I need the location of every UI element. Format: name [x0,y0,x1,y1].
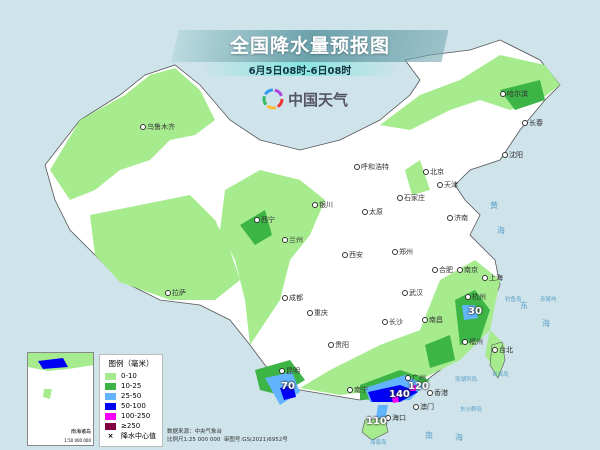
city-label: 成都 [282,293,303,303]
legend-item: 0-10 [105,371,157,381]
inset-title: 南海诸岛 [70,429,91,435]
rain-0-10 [50,55,560,395]
city-label: 香港 [427,388,448,398]
legend-label: 0-10 [121,372,137,380]
city-label: 昆明 [279,366,300,376]
legend-title: 图例（毫米） [108,359,154,368]
legend-swatch [105,412,116,420]
map-scale: 比例尺1:25 000 000 [167,437,221,443]
legend-swatch [105,382,116,390]
map-time-range: 6月5日08时-6日08时 [248,66,352,77]
rain-center-value: 140 [389,389,410,400]
rain-center-value: 120 [408,381,429,392]
data-source: 数据来源：中央气象台 [167,429,223,435]
sea-label: 澎湖列岛 [455,377,478,383]
city-label: 石家庄 [397,193,425,203]
city-label: 武汉 [402,288,423,298]
city-label: 重庆 [307,308,328,318]
city-label: 太原 [362,207,383,217]
sea-label: 海 [497,226,505,235]
sea-label: 南 [425,431,433,440]
city-label: 澳门 [413,402,434,412]
rain-center-value: 110 [366,416,387,427]
city-label: 长沙 [382,317,403,327]
subtitle-banner [200,62,400,76]
sea-label: 海 [542,319,550,328]
rain-center-value: 30 [468,306,482,317]
legend-label: ≥250 [121,422,141,430]
legend-label: 降水中心值 [121,432,156,440]
legend-swatch [105,422,116,430]
sea-label: 钓鱼岛 [505,297,522,303]
city-label: 呼和浩特 [354,162,389,172]
city-label: 天津 [437,180,458,190]
inset-map [28,353,93,399]
south-china-sea-inset: 南海诸岛 1:50 000 000 [27,352,94,446]
sea-label: 东沙群岛 [460,407,483,413]
hainan-island [361,417,389,441]
city-label: 沈阳 [502,150,523,160]
rain-50-100 [280,385,418,432]
legend-swatch [105,372,116,380]
city-label: 南昌 [422,315,443,325]
swirl-logo-icon [262,88,284,110]
city-label: 西宁 [254,215,275,225]
city-label: 南宁 [347,385,368,395]
legend-label: 100-250 [121,412,151,420]
city-label: 拉萨 [165,288,186,298]
inset-scale: 1:50 000 000 [64,438,91,443]
legend-swatch [105,392,116,400]
legend-swatch [105,402,116,410]
legend-item: ≥250 [105,421,157,431]
city-label: 银川 [312,200,333,210]
city-label: 兰州 [282,235,303,245]
city-label: 南京 [457,265,478,275]
city-label: 济南 [447,213,468,223]
legend-label: 50-100 [121,402,146,410]
city-label: 杭州 [465,292,486,302]
legend-label: 10-25 [121,382,142,390]
legend: 图例（毫米） 0-10 10-25 25-50 50-100 100-250 ≥250 ×… [99,354,163,447]
legend-item: 50-100 [105,401,157,411]
x-mark-icon: × [107,432,114,440]
city-label: 台北 [492,345,513,355]
legend-item: 10-25 [105,381,157,391]
footer-info: 数据来源：中央气象台 比例尺1:25 000 000 审图号:GS(2021)6… [167,427,288,443]
legend-item-center: × 降水中心值 [105,431,157,441]
china-weather-logo: 中国天气 [262,88,348,110]
city-label: 哈尔滨 [500,89,528,99]
logo-text: 中国天气 [288,90,349,109]
sea-label: 赤尾屿 [540,297,557,303]
city-label: 北京 [423,167,444,177]
legend-item: 100-250 [105,411,157,421]
map-title: 全国降水量预报图 [229,35,390,57]
approval-number: 审图号:GS(2021)6952号 [223,437,288,443]
city-label: 海口 [385,413,406,423]
legend-label: 25-50 [121,392,142,400]
city-label: 贵阳 [328,340,349,350]
city-label: 上海 [482,273,503,283]
sea-label: 海南岛 [370,440,387,446]
legend-item: 25-50 [105,391,157,401]
rain-center-value: 70 [281,381,295,392]
sea-label: 东 [520,301,528,310]
rain-10-25 [240,80,545,400]
sea-label: 台湾岛 [492,372,509,378]
city-label: 广州 [405,373,426,383]
city-label: 乌鲁木齐 [140,122,175,132]
sea-label: 黄 [490,201,498,210]
city-label: 福州 [462,337,483,347]
rain-100-250 [392,385,416,403]
sea-label: 海 [455,433,463,442]
city-label: 西安 [342,250,363,260]
city-label: 长春 [522,118,543,128]
city-label: 郑州 [392,247,413,257]
city-label: 合肥 [432,265,453,275]
